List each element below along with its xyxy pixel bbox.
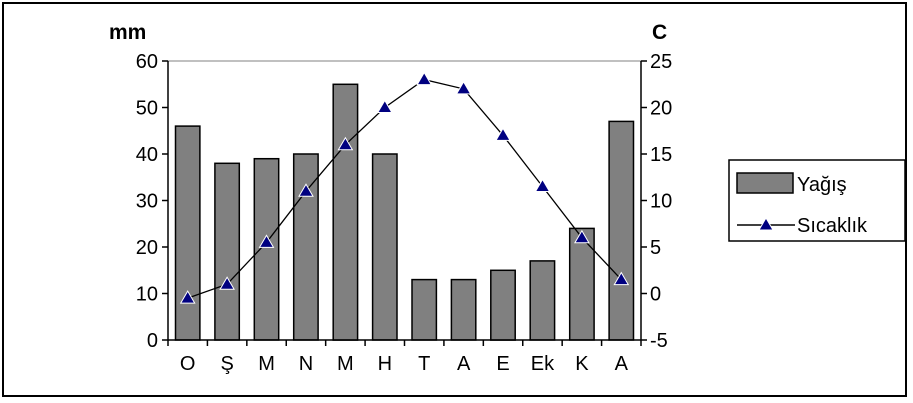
plot-area: [168, 61, 641, 340]
bar: [332, 83, 359, 341]
y-right-axis-title: C: [652, 21, 667, 44]
line-series: [179, 71, 630, 304]
temperature-marker: [298, 183, 314, 197]
bar-series: [174, 83, 635, 341]
y-right-tick-label: 15: [650, 144, 672, 166]
y-right-tick-label: 25: [650, 51, 672, 73]
y-left-tick-label: 30: [136, 191, 158, 213]
temperature-marker: [613, 271, 630, 286]
y-left-tick-label: 10: [136, 284, 158, 306]
y-right-tick-label: 10: [650, 191, 672, 213]
axis-ticks: 0 10 20 30 40 50 60 -5 0 5 10 15 20 25 O Ş M N M H T A E Ek K A: [136, 51, 673, 375]
axes: [167, 60, 642, 341]
temperature-line: [187, 78, 622, 299]
bar: [568, 227, 595, 341]
temperature-marker: [574, 229, 590, 244]
x-tick-label: O: [180, 353, 196, 375]
x-tick-label: H: [378, 353, 392, 375]
y-right-tick-label: -5: [650, 330, 668, 352]
bar: [450, 278, 477, 341]
legend-bar-swatch: [736, 172, 794, 194]
x-tick-label: A: [457, 353, 471, 375]
bar: [214, 162, 241, 341]
y-right-tick-label: 20: [650, 98, 672, 120]
x-tick-label: A: [615, 353, 629, 375]
temperature-marker: [179, 290, 196, 304]
bar: [174, 125, 201, 341]
temperature-marker: [258, 234, 275, 248]
y-left-tick-label: 40: [136, 144, 158, 166]
temperature-marker: [219, 276, 235, 290]
y-left-tick-label: 0: [147, 330, 158, 352]
x-tick-label: M: [337, 353, 354, 375]
y-left-tick-label: 20: [136, 237, 158, 259]
bar: [529, 260, 556, 341]
x-tick-label: T: [418, 353, 430, 375]
bar: [253, 157, 280, 341]
x-tick-label: M: [258, 353, 275, 375]
temperature-marker: [455, 80, 472, 95]
legend-label-sicaklik: Sıcaklık: [797, 215, 868, 237]
temperature-marker: [376, 99, 393, 113]
x-tick-label: K: [575, 353, 589, 375]
y-left-axis-title: mm: [109, 21, 146, 44]
x-tick-label: N: [299, 353, 313, 375]
bar: [371, 153, 398, 341]
bar: [411, 278, 438, 341]
x-tick-label: E: [496, 353, 509, 375]
x-tick-label: Ş: [220, 353, 233, 375]
y-left-tick-label: 50: [136, 98, 158, 120]
y-right-tick-label: 5: [650, 237, 661, 259]
y-left-tick-label: 60: [136, 51, 158, 73]
temperature-marker: [534, 178, 551, 192]
temperature-marker: [337, 136, 354, 151]
temperature-marker: [416, 71, 433, 86]
bar: [490, 269, 516, 341]
temperature-marker: [495, 127, 511, 141]
legend-triangle-marker: [758, 217, 774, 231]
y-right-tick-label: 0: [650, 284, 661, 306]
legend: Yağış Sıcaklık: [728, 159, 906, 242]
bar: [608, 120, 635, 341]
x-tick-label: Ek: [531, 353, 555, 375]
legend-label-yagis: Yağış: [797, 174, 847, 196]
